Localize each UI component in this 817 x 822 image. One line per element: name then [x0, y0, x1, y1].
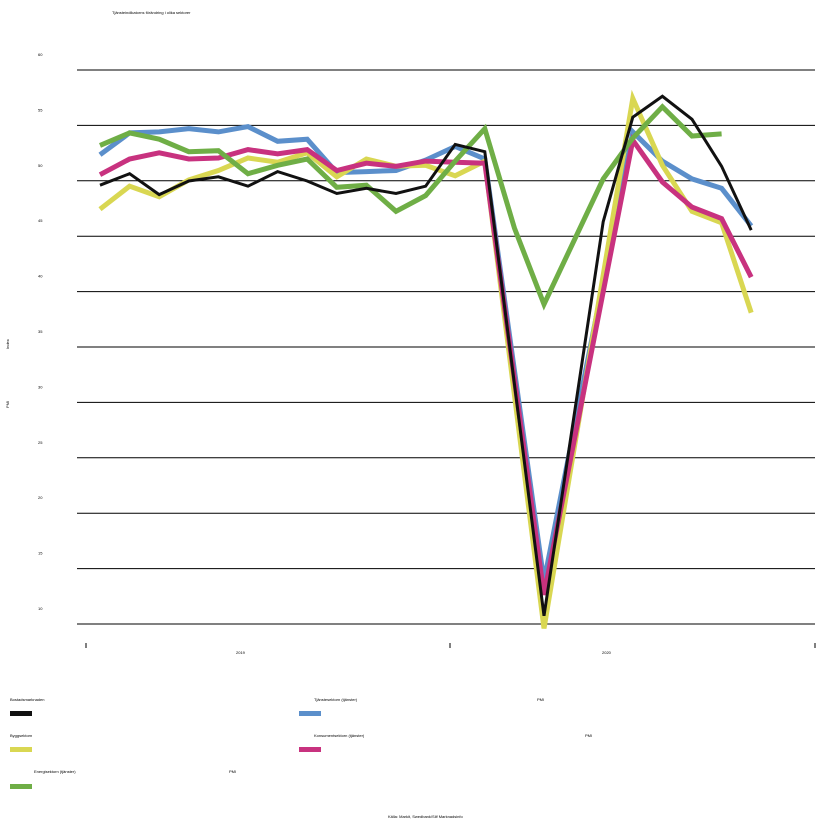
legend-note: PMI — [537, 697, 545, 702]
y-tick-label: 25 — [38, 440, 43, 445]
chart-title: Tjänsteindikatorns förändring i olika se… — [112, 10, 191, 15]
y-tick-label: 35 — [38, 329, 43, 334]
y-tick-label: 15 — [38, 551, 43, 556]
legend-note: PMI — [585, 733, 593, 738]
y-tick-label: 60 — [38, 52, 43, 57]
legend-swatch — [299, 747, 321, 752]
x-group-label: 2020 — [602, 650, 612, 655]
legend-swatch — [10, 747, 32, 752]
legend-label: Byggsektorn — [10, 733, 33, 738]
source-note: Källa: Markit, Swedbank/Silf Marknadsinf… — [388, 814, 463, 819]
y-tick-label: 45 — [38, 218, 43, 223]
y-tick-label: 40 — [38, 274, 43, 279]
y-tick-label: 30 — [38, 384, 43, 389]
series-line-1 — [99, 94, 753, 617]
y-axis-label-secondary: Index — [5, 339, 10, 349]
series-line-4 — [98, 133, 754, 596]
x-group-label: 2019 — [236, 650, 246, 655]
y-tick-label: 10 — [38, 606, 43, 611]
y-tick-label: 20 — [38, 495, 43, 500]
series-line-3 — [98, 89, 754, 629]
y-tick-label: 50 — [38, 163, 43, 168]
legend-label: Tjänstesektorn (tjänster) — [314, 697, 358, 702]
legend-swatch — [10, 711, 32, 716]
legend-note: PMI — [229, 769, 237, 774]
y-axis-label: PMI — [5, 401, 10, 408]
legend-label: Bostadsmarknaden — [10, 697, 45, 702]
legend-swatch — [299, 711, 321, 716]
legend-label: Konsumentsektorn (tjänster) — [314, 733, 365, 738]
legend-swatch — [10, 784, 32, 789]
legend-label: Energisektorn (tjänster) — [34, 769, 76, 774]
y-tick-label: 55 — [38, 107, 43, 112]
